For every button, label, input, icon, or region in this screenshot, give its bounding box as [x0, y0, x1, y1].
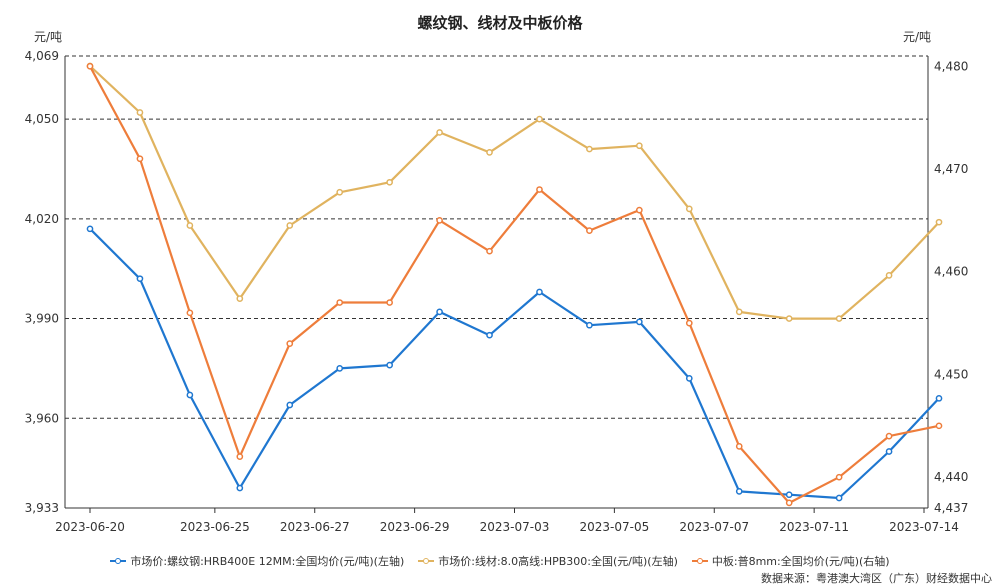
data-point-series-1	[386, 178, 393, 186]
data-point-series-2	[735, 443, 743, 450]
data-point-series-0	[286, 401, 294, 409]
data-point-series-2	[336, 299, 344, 306]
x-tick-label: 2023-06-27	[280, 520, 350, 534]
data-point-series-0	[236, 484, 244, 492]
x-tick-label: 2023-07-05	[580, 520, 650, 534]
data-point-series-2	[86, 62, 94, 70]
data-point-series-0	[685, 375, 693, 382]
data-point-series-2	[885, 432, 893, 440]
x-tick-label: 2023-07-03	[480, 520, 550, 534]
chart-title: 螺纹钢、线材及中板价格	[417, 14, 583, 32]
data-point-series-2	[536, 186, 543, 193]
legend-item-plate: 中板:普8mm:全国均价(元/吨)(右轴)	[691, 553, 890, 569]
data-point-series-0	[586, 321, 593, 329]
data-point-series-0	[536, 288, 543, 296]
data-point-series-1	[785, 315, 793, 322]
data-point-series-1	[286, 222, 294, 229]
legend-label-rebar: 市场价:螺纹钢:HRB400E 12MM:全国均价(元/吨)(左轴)	[130, 555, 405, 568]
y-left-tick-label: 4,050	[25, 112, 59, 126]
data-point-series-1	[336, 188, 344, 196]
data-point-series-2	[436, 217, 443, 224]
legend-item-wire-rod: 市场价:线材:8.0高线:HPB300:全国(元/吨)(左轴)	[418, 553, 678, 569]
y-left-tick-label: 4,020	[25, 212, 59, 226]
data-point-series-0	[386, 361, 393, 369]
data-point-series-0	[735, 488, 743, 495]
data-point-series-1	[236, 295, 244, 302]
y-left-tick-label: 4,069	[25, 49, 59, 63]
y-right-tick-label: 4,460	[934, 265, 968, 279]
data-point-series-0	[86, 225, 94, 233]
right-axis-unit: 元/吨	[903, 30, 932, 44]
data-point-series-0	[785, 491, 793, 499]
data-point-series-0	[935, 394, 943, 402]
data-point-series-1	[685, 205, 693, 213]
x-tick-label: 2023-07-07	[679, 520, 749, 534]
data-point-series-0	[136, 275, 144, 283]
x-tick-label: 2023-06-29	[380, 520, 450, 534]
data-point-series-2	[935, 422, 943, 430]
left-axis-unit: 元/吨	[34, 30, 63, 44]
y-right-tick-label: 4,470	[934, 162, 968, 176]
data-point-series-1	[935, 218, 943, 226]
legend-item-rebar: 市场价:螺纹钢:HRB400E 12MM:全国均价(元/吨)(左轴)	[110, 553, 404, 569]
x-tick-label: 2023-07-14	[889, 520, 959, 534]
data-point-series-2	[636, 206, 643, 214]
x-tick-label: 2023-07-11	[779, 520, 849, 534]
data-point-series-0	[336, 365, 344, 372]
data-point-series-2	[835, 473, 843, 481]
series-line-0	[89, 228, 940, 500]
data-point-series-2	[586, 227, 593, 234]
data-point-series-1	[885, 272, 893, 279]
data-point-series-1	[136, 109, 144, 116]
data-point-series-2	[486, 247, 493, 255]
data-point-series-1	[735, 308, 743, 316]
y-left-tick-label: 3,990	[25, 312, 59, 326]
series-line-1	[89, 65, 940, 320]
data-point-series-1	[586, 145, 593, 153]
chart-legend: 市场价:螺纹钢:HRB400E 12MM:全国均价(元/吨)(左轴) 市场价:线…	[0, 553, 1000, 569]
data-point-series-1	[186, 222, 194, 229]
series-line-2	[89, 65, 940, 504]
y-right-tick-label: 4,450	[934, 367, 968, 381]
data-point-series-2	[286, 340, 294, 347]
y-right-tick-label: 4,480	[934, 59, 968, 73]
data-point-series-0	[186, 391, 194, 399]
data-point-series-2	[785, 499, 793, 507]
y-right-tick-label: 4,437	[934, 501, 968, 515]
data-point-series-1	[436, 129, 443, 136]
data-point-series-0	[885, 448, 893, 455]
data-point-series-2	[386, 299, 393, 306]
legend-marker-plate	[691, 556, 708, 566]
x-tick-label: 2023-06-20	[55, 520, 125, 534]
data-point-series-2	[186, 309, 194, 317]
data-point-series-1	[536, 115, 543, 123]
legend-label-plate: 中板:普8mm:全国均价(元/吨)(右轴)	[711, 555, 890, 568]
y-left-tick-label: 3,960	[25, 411, 59, 425]
data-point-series-0	[436, 308, 443, 316]
data-point-series-2	[685, 319, 693, 327]
legend-label-wire-rod: 市场价:线材:8.0高线:HPB300:全国(元/吨)(左轴)	[438, 555, 678, 568]
y-left-tick-label: 3,933	[25, 501, 59, 515]
data-point-series-2	[136, 155, 144, 163]
legend-marker-wire-rod	[418, 556, 435, 566]
y-right-tick-label: 4,440	[934, 470, 968, 484]
x-tick-label: 2023-06-25	[180, 520, 250, 534]
data-point-series-2	[236, 453, 244, 460]
data-point-series-1	[486, 149, 493, 156]
data-source-note: 数据来源：粤港澳大湾区（广东）财经数据中心	[761, 572, 992, 585]
data-point-series-0	[486, 331, 493, 339]
data-point-series-1	[835, 315, 843, 322]
data-point-series-0	[835, 494, 843, 502]
legend-marker-rebar	[110, 556, 127, 566]
data-point-series-0	[636, 318, 643, 326]
data-point-series-1	[636, 142, 643, 150]
